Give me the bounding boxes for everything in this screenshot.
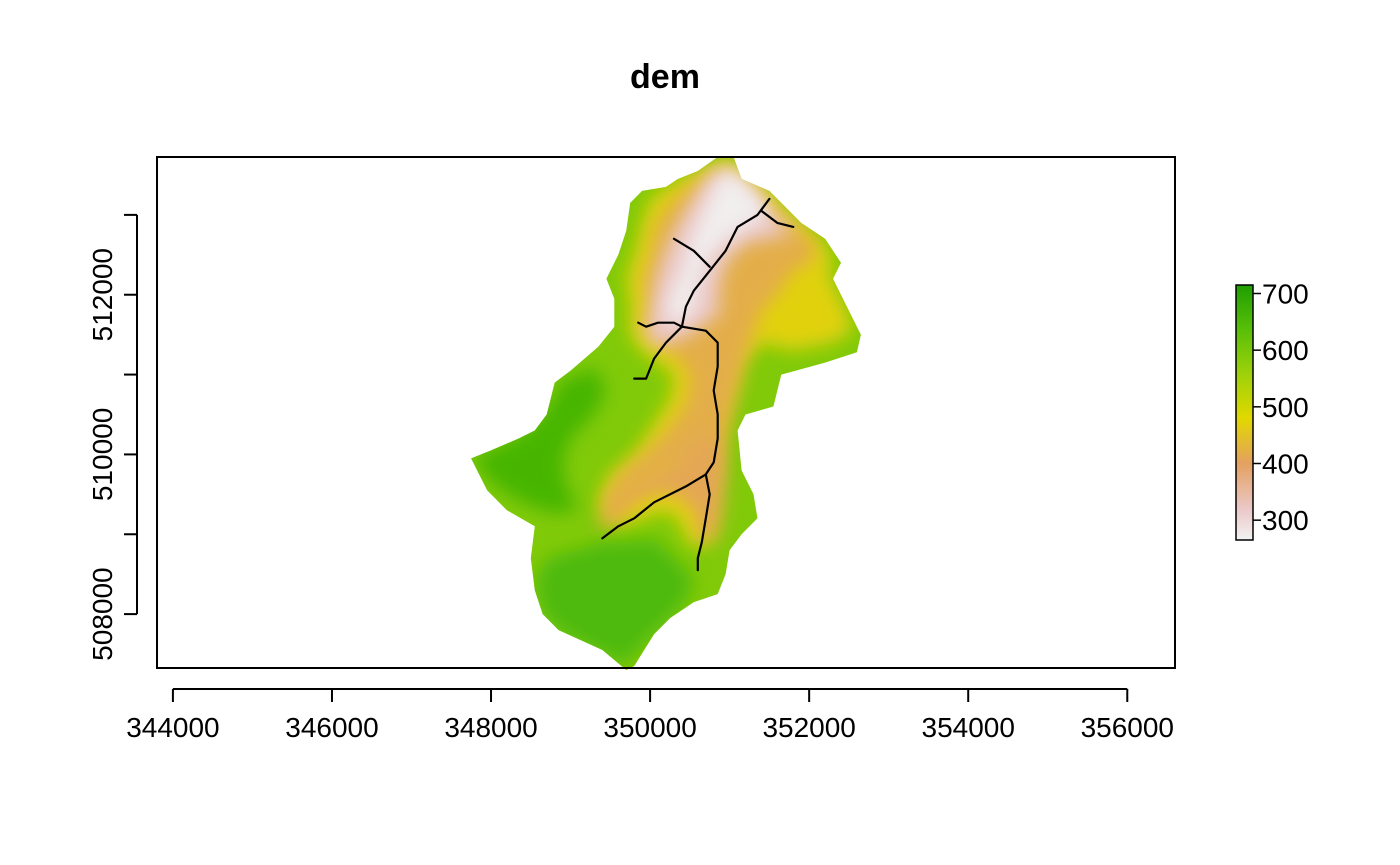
legend-tick-label: 600 [1262, 335, 1309, 366]
x-tick-label: 348000 [444, 712, 537, 743]
x-tick-label: 356000 [1081, 712, 1174, 743]
x-tick-label: 352000 [762, 712, 855, 743]
x-axis: 344000 346000 348000 350000 352000 354000 3560… [126, 689, 1174, 743]
x-tick-label: 346000 [285, 712, 378, 743]
x-tick-label: 350000 [603, 712, 696, 743]
legend-tick-label: 400 [1262, 449, 1309, 480]
x-tick-label: 354000 [922, 712, 1015, 743]
y-axis: 508000 510000 512000 [87, 215, 137, 661]
y-tick-label: 508000 [87, 567, 118, 660]
legend-colorbar [1236, 285, 1253, 540]
x-tick-label: 344000 [126, 712, 219, 743]
legend-tick-label: 700 [1262, 279, 1309, 310]
color-legend: 300 400 500 600 700 [1236, 279, 1309, 541]
y-tick-label: 512000 [87, 248, 118, 341]
legend-tick-label: 300 [1262, 505, 1309, 536]
legend-tick-label: 500 [1262, 392, 1309, 423]
y-tick-label: 510000 [87, 408, 118, 501]
